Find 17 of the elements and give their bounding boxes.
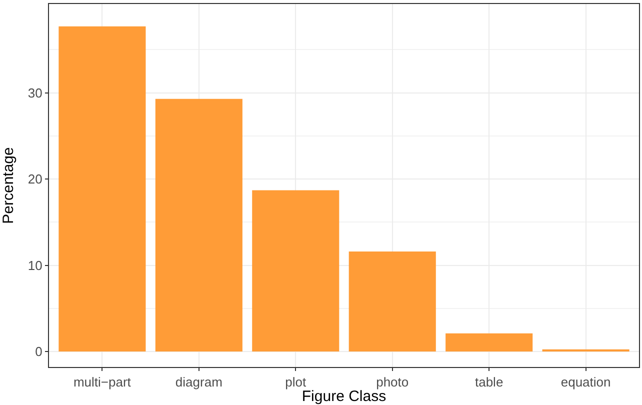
x-tick-label: diagram	[175, 374, 222, 390]
y-axis-title: Percentage	[0, 147, 17, 224]
bar	[252, 190, 340, 352]
x-tick-label: equation	[560, 374, 611, 390]
y-tick-label: 20	[28, 172, 42, 187]
y-tick-label: 30	[28, 85, 42, 100]
bar	[446, 333, 533, 352]
x-tick-label: table	[474, 374, 504, 390]
bar	[58, 26, 146, 352]
bar	[348, 251, 436, 352]
y-tick-label: 0	[35, 344, 42, 360]
y-tick-label: 10	[28, 258, 42, 273]
bar	[155, 98, 242, 352]
x-tick-label: plot	[285, 374, 307, 390]
x-tick-label: photo	[376, 374, 409, 390]
x-axis-title: Figure Class	[302, 388, 386, 405]
x-tick-label: multi−part	[73, 374, 132, 390]
